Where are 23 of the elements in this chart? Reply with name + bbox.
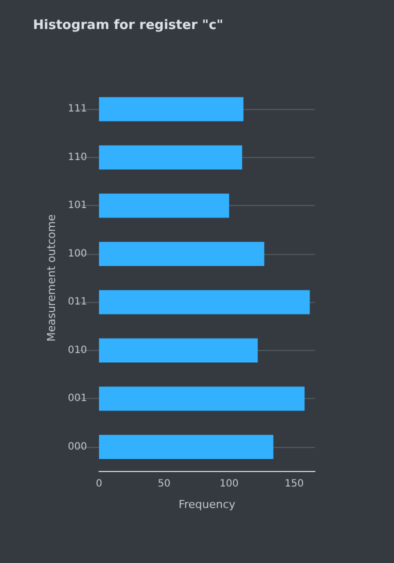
x-tick-label: 50 xyxy=(158,478,170,490)
y-axis-title: Measurement outcome xyxy=(45,214,58,342)
bar xyxy=(99,434,274,459)
x-tick-label: 0 xyxy=(96,478,102,490)
y-tick-label: 011 xyxy=(68,296,87,308)
y-tick-label: 110 xyxy=(68,152,87,163)
y-tick-label: 101 xyxy=(68,200,87,212)
chart-title: Histogram for register "c" xyxy=(33,18,224,33)
bar xyxy=(99,386,305,411)
x-tick-label: 150 xyxy=(284,478,304,490)
y-tick-label: 111 xyxy=(68,104,87,115)
x-axis-title: Frequency xyxy=(178,498,236,511)
bar xyxy=(99,194,230,218)
y-tick-label: 001 xyxy=(68,393,87,404)
bar xyxy=(99,290,310,314)
y-tick-label: 000 xyxy=(68,441,87,452)
bar xyxy=(99,97,244,122)
x-tick-label: 100 xyxy=(220,478,239,490)
bar xyxy=(99,145,242,170)
y-tick-label: 010 xyxy=(68,344,87,356)
bar xyxy=(99,338,258,362)
y-tick-label: 100 xyxy=(68,248,87,260)
bar xyxy=(99,242,264,266)
